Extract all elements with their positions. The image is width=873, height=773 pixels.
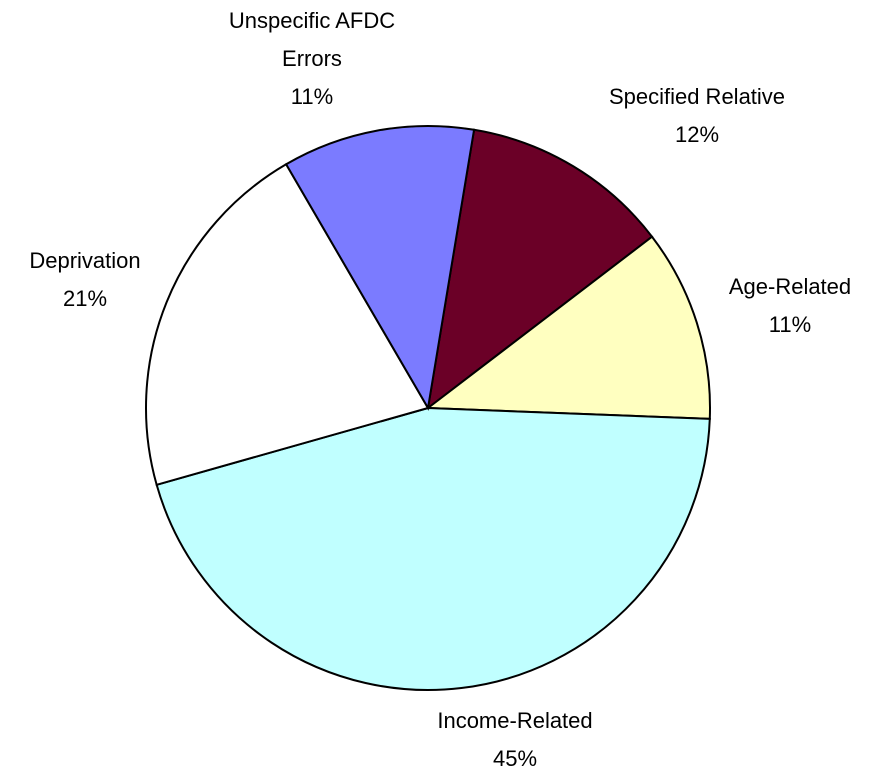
pie-slice xyxy=(425,235,711,420)
slice-label: Income-Related xyxy=(437,708,592,733)
pie-slice xyxy=(426,128,654,411)
slice-value-label: 11% xyxy=(291,84,333,109)
pie-slice xyxy=(155,406,711,691)
slice-value-label: 12% xyxy=(675,122,719,147)
slice-label: Age-Related xyxy=(729,274,851,299)
slice-label: Unspecific AFDC Errors xyxy=(229,8,395,71)
pie-slice xyxy=(284,125,476,411)
slice-label: Deprivation xyxy=(29,248,140,273)
slice-label: Specified Relative xyxy=(609,84,785,109)
slice-value-label: 45% xyxy=(493,746,537,771)
pie-slice xyxy=(145,162,430,487)
slice-value-label: 11% xyxy=(769,312,811,337)
slice-value-label: 21% xyxy=(63,286,107,311)
